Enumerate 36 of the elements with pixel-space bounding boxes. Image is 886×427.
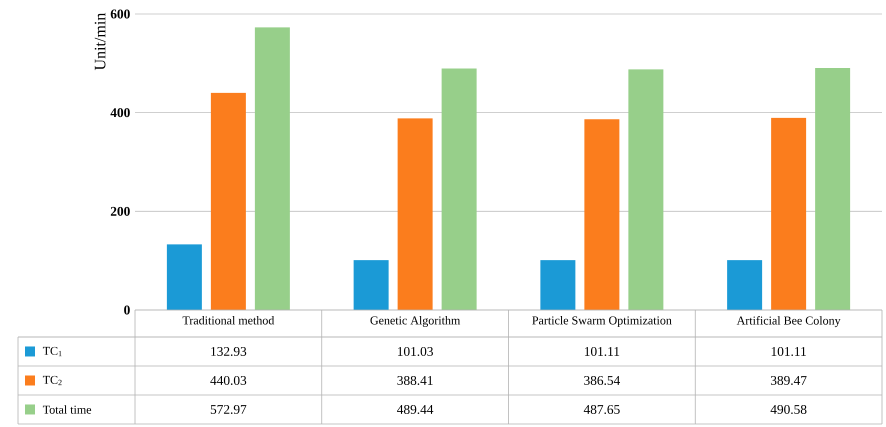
- bar: [210, 92, 246, 310]
- bar: [771, 118, 806, 310]
- data-label: 101.11: [772, 346, 806, 356]
- bar: [815, 68, 850, 310]
- data-label: 132.93: [211, 346, 246, 356]
- data-label: 572.97: [210, 404, 246, 414]
- data-label: 490.58: [770, 404, 806, 414]
- data-label: 101.11: [584, 346, 620, 356]
- bar: [727, 260, 762, 310]
- bar: [254, 27, 290, 310]
- bar: [540, 260, 576, 310]
- legend-label: Total time: [42, 405, 92, 414]
- x-tick-label: Genetic Algorithm: [370, 316, 460, 327]
- legend-label: TC$_{1}$: [42, 346, 62, 356]
- bar: [354, 260, 389, 310]
- x-tick-label: Particle Swarm Optimization: [532, 316, 672, 327]
- bar: [166, 244, 202, 310]
- data-label: 489.44: [397, 404, 434, 414]
- y-tick-label: 600: [110, 9, 130, 18]
- y-tick-label: 0: [124, 305, 130, 314]
- legend-label: TC$_{2}$: [42, 376, 62, 386]
- y-tick-label: 400: [110, 108, 130, 118]
- data-label: 440.03: [210, 376, 246, 386]
- x-tick-label: Traditional method: [182, 316, 274, 324]
- bar: [442, 68, 477, 310]
- data-label: 388.41: [397, 376, 433, 386]
- bar: [628, 69, 664, 310]
- data-label: 389.47: [770, 376, 807, 386]
- x-tick-label: Artificial Bee Colony: [736, 316, 841, 328]
- data-label: 487.65: [584, 404, 620, 414]
- y-tick-label: 200: [110, 206, 130, 216]
- bar: [584, 119, 620, 310]
- bar: [398, 118, 433, 310]
- data-label: 101.03: [398, 346, 433, 356]
- y-axis-title: Unit/min: [94, 12, 106, 70]
- data-label: 386.54: [584, 376, 620, 386]
